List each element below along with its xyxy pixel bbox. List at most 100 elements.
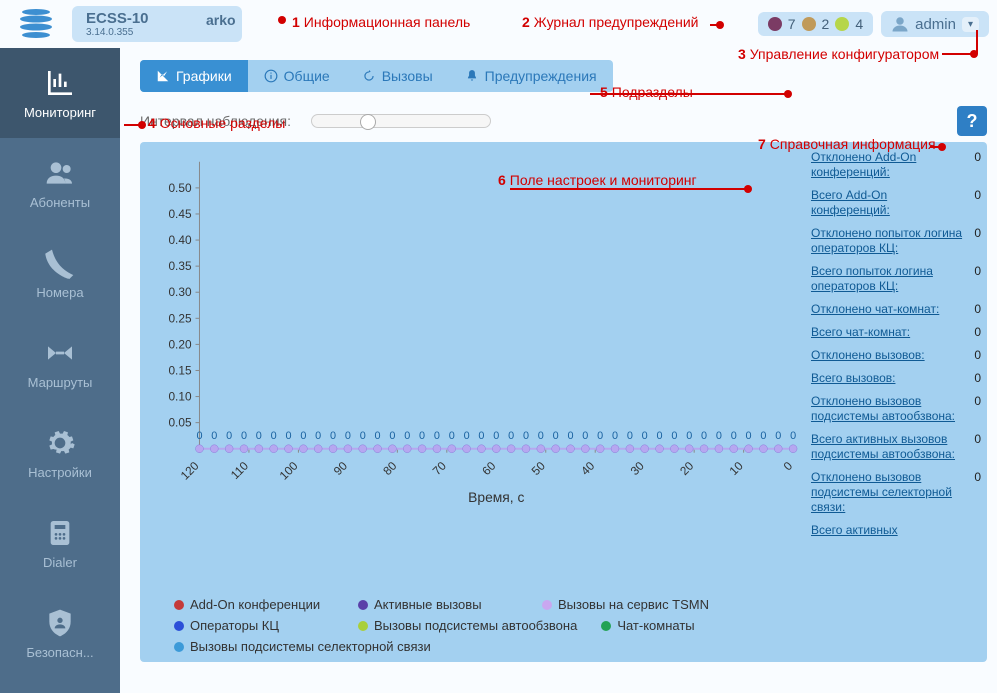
chart-column: 0.050.100.150.200.250.300.350.400.450.50…: [150, 150, 803, 654]
legend-dot: [174, 621, 184, 631]
sidebar-item-label: Номера: [36, 285, 83, 300]
legend-label: Вызовы на сервис TSMN: [558, 597, 709, 612]
legend-dot: [542, 600, 552, 610]
svg-text:0.10: 0.10: [168, 390, 191, 404]
interval-slider[interactable]: [311, 114, 491, 128]
svg-text:0: 0: [464, 430, 470, 442]
monitoring-panel: 0.050.100.150.200.250.300.350.400.450.50…: [140, 142, 987, 662]
legend-item: Вызовы подсистемы автообзвона: [358, 618, 577, 633]
svg-text:0: 0: [612, 430, 618, 442]
svg-text:0: 0: [389, 430, 395, 442]
tab-label: Вызовы: [382, 68, 433, 84]
svg-text:0: 0: [449, 430, 455, 442]
tab-charts[interactable]: Графики: [140, 60, 248, 92]
subtabs: ГрафикиОбщие Вызовы Предупреждения: [140, 60, 613, 92]
svg-text:0: 0: [567, 430, 573, 442]
sidebar: Мониторинг Абоненты Номера МаршрутыНастройк…: [0, 48, 120, 693]
svg-text:120: 120: [178, 458, 202, 482]
sidebar-item-dialer[interactable]: Dialer: [0, 498, 120, 588]
stat-value: 0: [974, 150, 981, 180]
main-area: ГрафикиОбщие Вызовы Предупреждения Интерва…: [120, 48, 997, 693]
svg-text:0: 0: [493, 430, 499, 442]
legend-item: Активные вызовы: [358, 597, 518, 612]
svg-text:0: 0: [686, 430, 692, 442]
tab-general[interactable]: Общие: [248, 60, 346, 92]
stat-label[interactable]: Всего чат-комнат:: [811, 325, 910, 340]
svg-text:0.30: 0.30: [168, 285, 191, 299]
stat-label[interactable]: Отклонено вызовов подсистемы автообзвона…: [811, 394, 968, 424]
svg-text:0: 0: [315, 430, 321, 442]
stat-label[interactable]: Отклонено Add-On конференций:: [811, 150, 968, 180]
svg-text:20: 20: [677, 458, 697, 478]
chart-box: 0.050.100.150.200.250.300.350.400.450.50…: [150, 150, 803, 587]
stat-label[interactable]: Отклонено попыток логина операторов КЦ:: [811, 226, 968, 256]
sidebar-item-label: Мониторинг: [24, 105, 96, 120]
svg-text:0.20: 0.20: [168, 337, 191, 351]
svg-text:0: 0: [211, 430, 217, 442]
legend-label: Add-On конференции: [190, 597, 320, 612]
stat-label[interactable]: Всего попыток логина операторов КЦ:: [811, 264, 968, 294]
legend-item: Операторы КЦ: [174, 618, 334, 633]
svg-text:0: 0: [642, 430, 648, 442]
stat-value: 0: [974, 264, 981, 294]
slider-knob[interactable]: [360, 114, 376, 130]
svg-text:0: 0: [790, 430, 796, 442]
svg-text:0: 0: [241, 430, 247, 442]
legend-item: Вызовы на сервис TSMN: [542, 597, 709, 612]
stat-row: Всего чат-комнат:0: [811, 325, 981, 340]
stat-row: Отклонено Add-On конференций:0: [811, 150, 981, 180]
alert-count: 7: [788, 16, 796, 32]
legend-label: Чат-комнаты: [617, 618, 694, 633]
stat-row: Всего попыток логина операторов КЦ:0: [811, 264, 981, 294]
svg-text:40: 40: [578, 458, 598, 478]
svg-text:0: 0: [300, 430, 306, 442]
stat-label[interactable]: Отклонено вызовов подсистемы селекторной…: [811, 470, 968, 515]
tab-warnings[interactable]: Предупреждения: [449, 60, 613, 92]
svg-text:30: 30: [628, 458, 648, 478]
alert-count: 2: [822, 16, 830, 32]
legend-dot: [358, 621, 368, 631]
svg-text:0: 0: [345, 430, 351, 442]
svg-text:0: 0: [716, 430, 722, 442]
stat-value: 0: [974, 394, 981, 424]
alert-dot: [835, 17, 849, 31]
alerts-counters[interactable]: 724: [758, 12, 873, 36]
stat-row: Всего активных вызовов подсистемы автооб…: [811, 432, 981, 462]
svg-text:0: 0: [731, 430, 737, 442]
stat-row: Всего Add-On конференций:0: [811, 188, 981, 218]
sidebar-item-subscribers[interactable]: Абоненты: [0, 138, 120, 228]
sidebar-item-routes[interactable]: Маршруты: [0, 318, 120, 408]
svg-text:0: 0: [597, 430, 603, 442]
user-menu[interactable]: admin ▾: [881, 11, 989, 37]
stat-label[interactable]: Отклонено вызовов:: [811, 348, 925, 363]
svg-text:0: 0: [657, 430, 663, 442]
sidebar-item-security[interactable]: Безопасн...: [0, 588, 120, 678]
stat-label[interactable]: Всего активных: [811, 523, 898, 538]
sidebar-item-numbers[interactable]: Номера: [0, 228, 120, 318]
sidebar-item-settings[interactable]: Настройки: [0, 408, 120, 498]
stat-row: Отклонено вызовов подсистемы автообзвона…: [811, 394, 981, 424]
stat-label[interactable]: Всего активных вызовов подсистемы автооб…: [811, 432, 968, 462]
help-button[interactable]: ?: [957, 106, 987, 136]
svg-text:0: 0: [360, 430, 366, 442]
interval-row: Интервал наблюдения: ?: [140, 106, 987, 136]
stat-label[interactable]: Всего Add-On конференций:: [811, 188, 968, 218]
svg-text:0: 0: [285, 430, 291, 442]
svg-text:60: 60: [479, 458, 499, 478]
svg-text:0: 0: [582, 430, 588, 442]
svg-text:0: 0: [404, 430, 410, 442]
svg-text:0: 0: [671, 430, 677, 442]
sidebar-item-label: Безопасн...: [26, 645, 93, 660]
app-logo: [8, 4, 64, 44]
sidebar-item-monitoring[interactable]: Мониторинг: [0, 48, 120, 138]
svg-text:0: 0: [419, 430, 425, 442]
svg-text:70: 70: [430, 458, 450, 478]
svg-text:0.40: 0.40: [168, 233, 191, 247]
tab-calls[interactable]: Вызовы: [346, 60, 449, 92]
stat-value: 0: [974, 432, 981, 462]
stat-label[interactable]: Всего вызовов:: [811, 371, 895, 386]
stat-label[interactable]: Отклонено чат-комнат:: [811, 302, 939, 317]
svg-text:110: 110: [228, 458, 252, 482]
svg-text:0.25: 0.25: [168, 311, 191, 325]
legend-item: Add-On конференции: [174, 597, 334, 612]
